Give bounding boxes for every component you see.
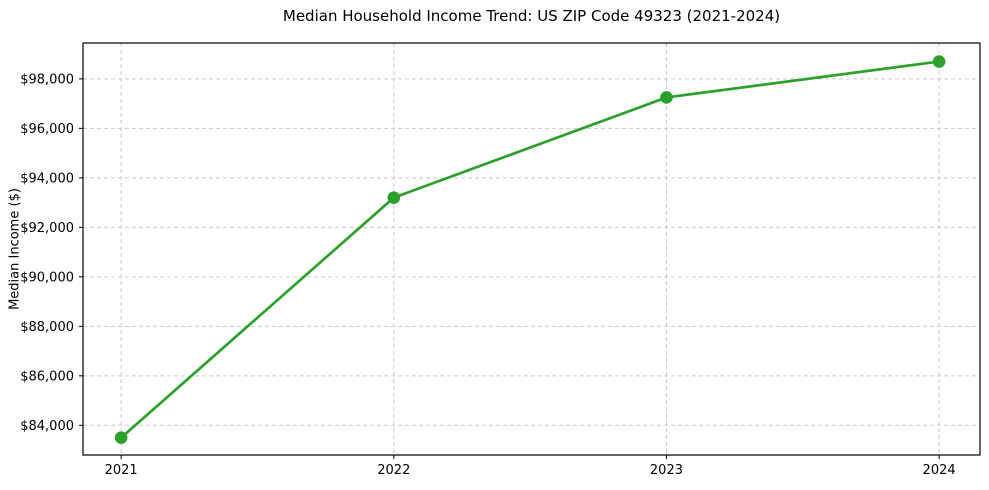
x-tick-label: 2023 — [650, 463, 683, 478]
data-point-marker — [660, 91, 673, 104]
plot-border — [82, 42, 981, 456]
trend-line — [119, 60, 941, 440]
y-tick-label: $92,000 — [20, 221, 74, 236]
y-tick-label: $86,000 — [20, 369, 74, 384]
x-tick-label: 2024 — [923, 463, 956, 478]
y-tick-label: $90,000 — [20, 270, 74, 285]
data-point-marker — [932, 55, 946, 68]
y-tick-label: $96,000 — [20, 122, 74, 137]
chart-title: Median Household Income Trend: US ZIP Co… — [282, 7, 781, 25]
y-tick-label: $84,000 — [20, 419, 74, 434]
data-point-marker — [387, 191, 401, 204]
x-tick-label: 2022 — [377, 463, 410, 478]
x-tick-label: 2021 — [105, 463, 138, 478]
y-tick-label: $94,000 — [20, 171, 74, 186]
y-tick-label: $98,000 — [20, 72, 74, 87]
y-tick-label: $88,000 — [20, 320, 74, 335]
data-point-marker — [114, 431, 128, 444]
